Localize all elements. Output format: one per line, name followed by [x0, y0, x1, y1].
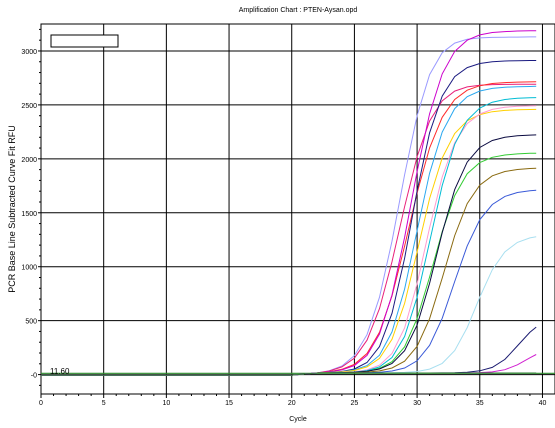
axis-layer: 0 5 10 15 20 25 30 35 40 -0 500 1000 1500 2000 2500 300…	[21, 28, 547, 407]
x-tick-label: 10	[162, 400, 170, 407]
y-tick-label: 3000	[21, 49, 37, 56]
x-tick-label: 15	[225, 400, 233, 407]
y-axis-label: PCR Base Line Subtracted Curve Fit RFU	[7, 125, 17, 293]
y-tick-label: 500	[25, 319, 37, 326]
series-line-17	[41, 372, 537, 376]
y-tick-label: 2000	[21, 157, 37, 164]
chart-title: Amplification Chart : PTEN-Aysan.opd	[239, 7, 358, 14]
x-tick-label: 30	[413, 400, 421, 407]
x-tick-label: 35	[476, 400, 484, 407]
x-tick-label: 25	[351, 400, 359, 407]
y-tick-label: 2500	[21, 103, 37, 110]
threshold-label: 11.60	[50, 367, 70, 376]
x-tick-label: 0	[39, 400, 43, 407]
x-axis-label: Cycle	[289, 416, 307, 423]
x-tick-label: 5	[102, 400, 106, 407]
y-tick-label: -0	[31, 373, 37, 380]
plot-area	[40, 23, 555, 395]
legend-box	[50, 34, 119, 48]
y-tick-label: 1500	[21, 211, 37, 218]
grid-layer	[40, 24, 555, 394]
y-tick-label: 1000	[21, 265, 37, 272]
series-layer	[41, 30, 537, 376]
x-tick-label: 40	[539, 400, 547, 407]
x-tick-label: 20	[288, 400, 296, 407]
